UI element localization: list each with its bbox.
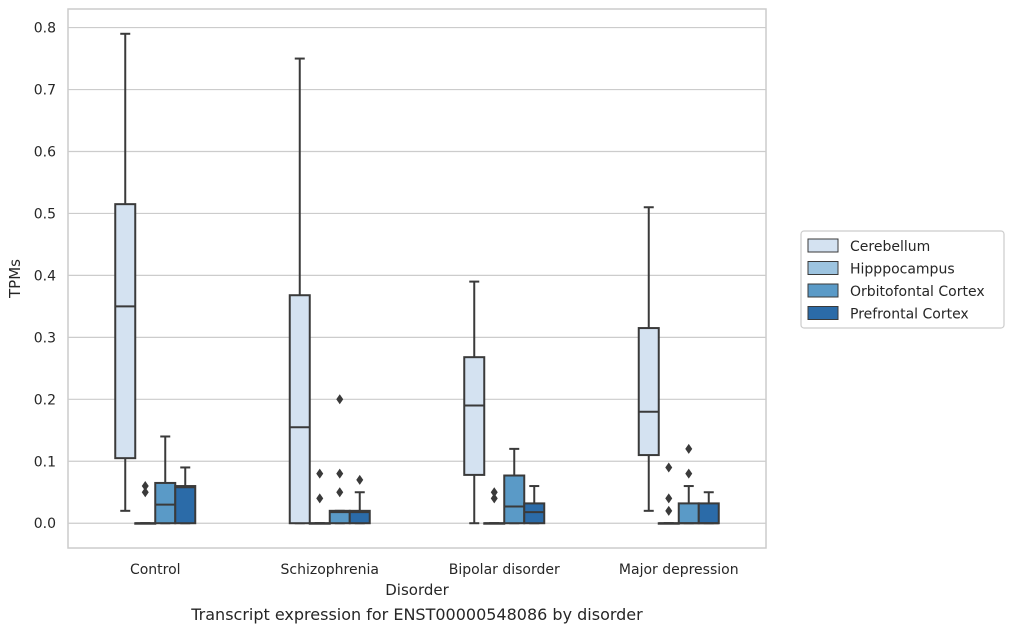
y-axis-label: TPMs	[6, 259, 24, 299]
outlier-point	[665, 462, 673, 473]
box	[154, 481, 177, 525]
box-group	[114, 32, 137, 512]
box	[523, 502, 546, 525]
outlier-point	[490, 493, 498, 504]
box-group	[174, 466, 197, 525]
box	[503, 474, 526, 525]
y-tick-label: 0.2	[34, 392, 56, 408]
plot-frame	[67, 8, 767, 549]
box-group	[483, 487, 506, 525]
box	[348, 509, 371, 525]
box-group	[463, 280, 486, 525]
y-tick-label: 0.1	[34, 454, 56, 470]
y-tick-label: 0.5	[34, 206, 56, 222]
box	[174, 485, 197, 525]
legend-label: Hipppocampus	[850, 262, 955, 278]
legend-swatch	[807, 238, 839, 253]
outlier-point	[141, 481, 149, 492]
outlier-point	[490, 487, 498, 498]
box-group	[503, 447, 526, 525]
outlier-point	[316, 493, 324, 504]
box-group	[288, 57, 311, 525]
outlier-point	[665, 493, 673, 504]
x-tick-label: Control	[130, 562, 181, 578]
box-group	[657, 462, 680, 525]
box-group	[697, 491, 720, 525]
box	[463, 356, 486, 476]
legend-swatch	[807, 261, 839, 275]
legend-swatch	[807, 283, 839, 298]
box	[677, 502, 700, 525]
box	[114, 203, 137, 460]
y-tick-label: 0.4	[34, 268, 56, 284]
outlier-point	[685, 443, 693, 454]
box	[288, 294, 311, 525]
outlier-point	[665, 505, 673, 516]
y-tick-labels: 0.0 0.1 0.2 0.3 0.4 0.5 0.6 0.7 0.8	[34, 21, 56, 533]
outlier-point	[336, 394, 344, 405]
outlier-point	[141, 487, 149, 498]
figure-caption: Transcript expression for ENST0000054808…	[191, 605, 643, 624]
outlier-point	[336, 487, 344, 498]
legend-label: Cerebellum	[850, 239, 930, 255]
y-tick-label: 0.8	[34, 21, 56, 37]
box	[697, 502, 720, 525]
legend: Cerebellum Hipppocampus Orbitofontal Corte…	[800, 230, 1005, 329]
x-tick-labels: Control Schizophrenia Bipolar disorder Majo…	[130, 562, 739, 578]
legend-frame	[800, 230, 1005, 329]
box-group	[154, 435, 177, 525]
outlier-point	[356, 474, 364, 485]
x-tick-label: Bipolar disorder	[449, 562, 560, 578]
box-group	[637, 206, 660, 512]
box-group	[348, 474, 371, 525]
legend-label: Orbitofontal Cortex	[850, 284, 985, 300]
boxes-layer	[114, 32, 720, 525]
y-tick-label: 0.7	[34, 83, 56, 99]
box-group	[677, 443, 700, 525]
y-tick-label: 0.6	[34, 144, 56, 160]
box-group	[328, 394, 351, 525]
outlier-point	[316, 468, 324, 479]
y-tick-label: 0.3	[34, 330, 56, 346]
x-tick-label: Schizophrenia	[281, 562, 379, 578]
box	[637, 327, 660, 457]
outlier-point	[336, 468, 344, 479]
outlier-point	[685, 468, 693, 479]
box-group	[523, 485, 546, 525]
x-axis-label: Disorder	[385, 581, 449, 599]
grid-lines	[68, 26, 766, 524]
box-group	[308, 468, 331, 525]
box-group	[134, 481, 157, 525]
legend-swatch	[807, 306, 839, 320]
legend-label: Prefrontal Cortex	[850, 307, 969, 323]
x-tick-label: Major depression	[619, 562, 739, 578]
y-tick-label: 0.0	[34, 516, 56, 532]
